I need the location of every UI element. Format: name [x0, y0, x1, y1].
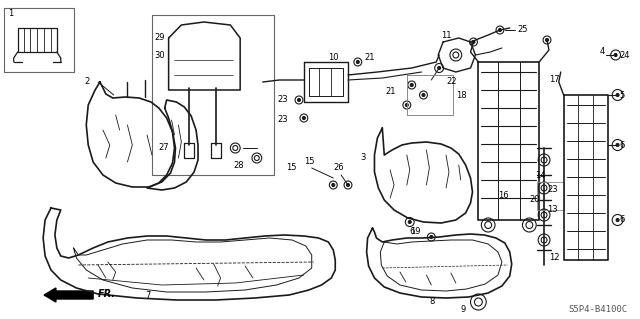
Text: 2: 2 [84, 78, 90, 86]
Text: 21: 21 [365, 54, 375, 63]
Text: FR.: FR. [98, 289, 116, 299]
Text: 11: 11 [441, 31, 452, 40]
Text: 9: 9 [461, 306, 466, 315]
Circle shape [410, 84, 413, 86]
Text: 18: 18 [456, 91, 467, 100]
Circle shape [614, 54, 617, 56]
Circle shape [499, 28, 501, 32]
FancyArrow shape [44, 288, 93, 302]
Text: 24: 24 [620, 50, 630, 60]
Circle shape [616, 144, 619, 146]
Text: 25: 25 [518, 26, 528, 34]
Text: 6: 6 [620, 140, 625, 150]
Text: 3: 3 [361, 153, 366, 162]
Text: 7: 7 [145, 291, 150, 300]
Text: 6: 6 [620, 216, 625, 225]
Text: 26: 26 [333, 164, 344, 173]
Text: 8: 8 [429, 298, 435, 307]
Text: 23: 23 [277, 115, 288, 124]
Text: 22: 22 [446, 78, 456, 86]
Circle shape [356, 61, 359, 63]
Text: 17: 17 [549, 76, 559, 85]
Circle shape [298, 99, 300, 101]
Circle shape [408, 220, 412, 224]
Circle shape [472, 41, 475, 43]
Text: 14: 14 [535, 170, 546, 180]
Text: 21: 21 [385, 87, 396, 97]
Text: 4: 4 [600, 48, 605, 56]
Circle shape [545, 39, 548, 41]
Text: S5P4-B4100C: S5P4-B4100C [568, 306, 628, 315]
Text: 1: 1 [8, 10, 13, 19]
Text: 15: 15 [286, 164, 297, 173]
Circle shape [616, 93, 619, 97]
Text: 19: 19 [410, 227, 420, 236]
Text: 28: 28 [234, 160, 244, 169]
Text: 12: 12 [549, 254, 559, 263]
Circle shape [438, 66, 440, 70]
Text: 6: 6 [410, 227, 415, 236]
Circle shape [422, 93, 425, 97]
Text: 23: 23 [277, 95, 288, 105]
Circle shape [616, 219, 619, 221]
Text: 16: 16 [498, 190, 509, 199]
Text: 27: 27 [159, 144, 170, 152]
Circle shape [430, 235, 433, 239]
Text: 13: 13 [547, 205, 557, 214]
Circle shape [405, 103, 408, 107]
Circle shape [303, 116, 305, 120]
Text: 20: 20 [529, 196, 540, 204]
Text: 30: 30 [154, 50, 164, 60]
Text: 29: 29 [154, 33, 164, 41]
Circle shape [332, 183, 335, 187]
Text: 10: 10 [328, 54, 339, 63]
Text: 15: 15 [304, 158, 314, 167]
Circle shape [346, 183, 349, 187]
Text: 23: 23 [547, 186, 557, 195]
Text: 5: 5 [620, 91, 625, 100]
